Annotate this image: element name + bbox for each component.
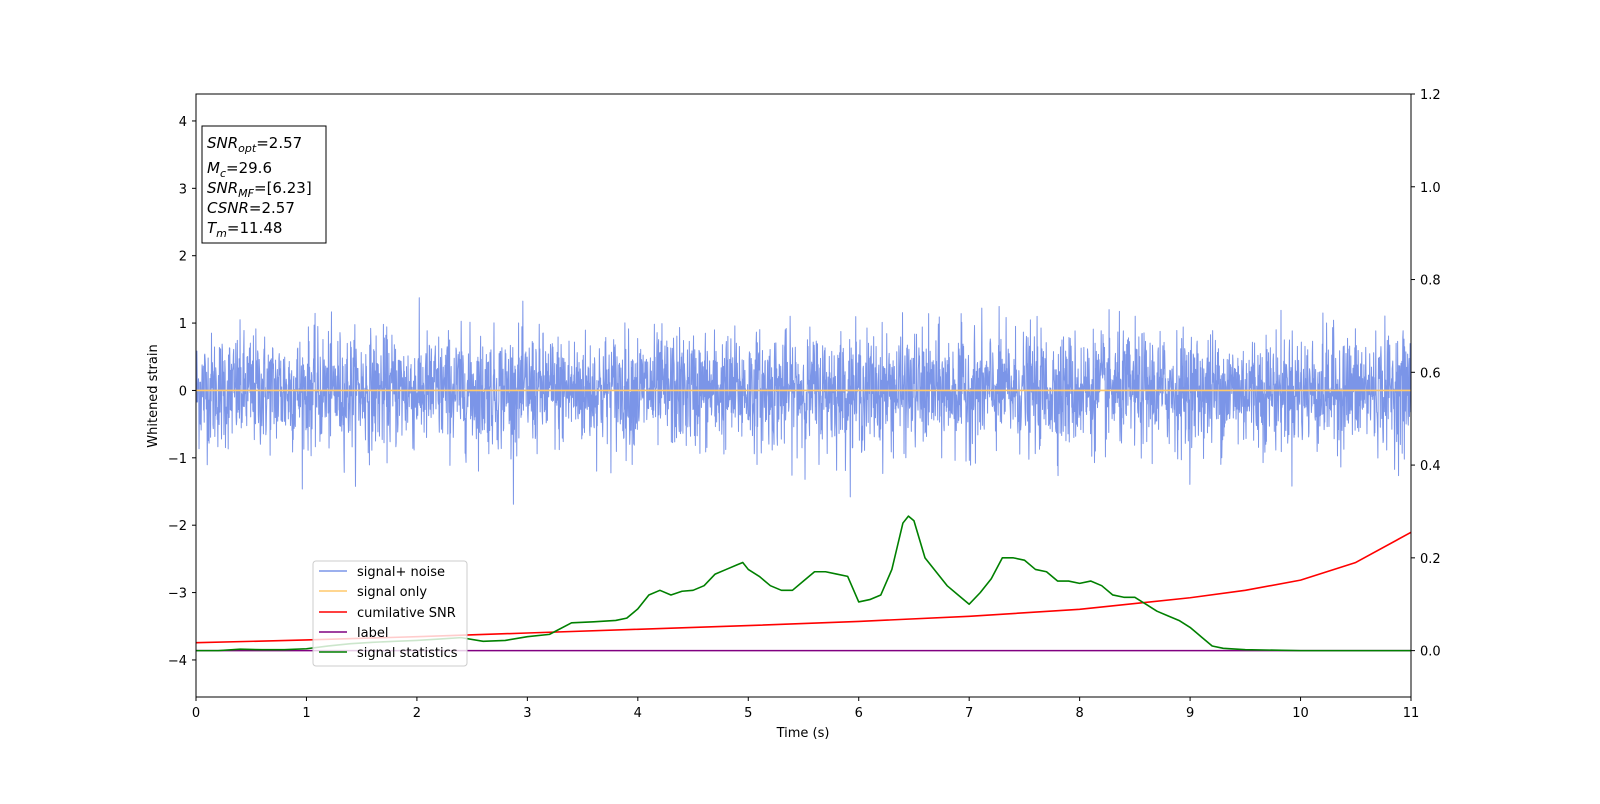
legend: signal+ noise signal only cumilative SNR… xyxy=(312,560,468,667)
x-axis-label: Time (s) xyxy=(776,726,830,741)
legend-item-cumulative-snr: cumilative SNR xyxy=(319,606,456,621)
series-line-signal-statistics xyxy=(196,515,1411,652)
info-line-csnr: CSNR=2.57 xyxy=(207,199,295,217)
y-tick-label: −3 xyxy=(168,587,187,602)
y-tick-label: 0 xyxy=(179,384,187,399)
x-tick-label: 1 xyxy=(302,706,310,721)
x-tick-label: 11 xyxy=(1403,706,1420,721)
x-tick-label: 6 xyxy=(855,706,863,721)
y-right-tick-label: 1.0 xyxy=(1420,181,1441,196)
x-tick-label: 3 xyxy=(523,706,531,721)
y-tick-label: 2 xyxy=(179,250,187,265)
legend-item-signal-statistics: signal statistics xyxy=(319,646,458,661)
y-axis-label: Whitened strain xyxy=(146,344,161,447)
legend-label-cumulative-snr: cumilative SNR xyxy=(357,606,456,621)
y-tick-label: −4 xyxy=(168,654,187,669)
x-tick-label: 2 xyxy=(413,706,421,721)
info-line-snr-opt: SNRopt=2.57 xyxy=(207,134,302,155)
info-box: SNRopt=2.57 Mc=29.6 SNRMF=[6.23] CSNR=2.… xyxy=(201,125,327,244)
info-line-tm: Tm=11.48 xyxy=(207,219,282,240)
y-right-tick-label: 0.2 xyxy=(1420,552,1441,567)
y-right-tick-label: 1.2 xyxy=(1420,88,1441,103)
x-tick-label: 7 xyxy=(965,706,973,721)
info-box-frame xyxy=(201,125,327,244)
legend-label-signal-only: signal only xyxy=(357,585,427,600)
x-tick-label: 9 xyxy=(1186,706,1194,721)
ticks-layer: 0 1 2 3 4 5 6 7 8 9 10 1143210−1−2−3−41.21.00.80.60… xyxy=(168,88,1441,721)
y-right-tick-label: 0.0 xyxy=(1420,645,1441,660)
x-tick-label: 5 xyxy=(744,706,752,721)
legend-label-signal-noise: signal+ noise xyxy=(357,565,445,580)
y-tick-label: 1 xyxy=(179,317,187,332)
info-line-snr-mf: SNRMF=[6.23] xyxy=(207,179,312,200)
x-tick-label: 4 xyxy=(634,706,642,721)
legend-item-signal-noise: signal+ noise xyxy=(319,565,445,580)
y-right-tick-label: 0.8 xyxy=(1420,274,1441,289)
plot-frame xyxy=(195,93,1412,698)
legend-frame xyxy=(312,560,468,667)
y-tick-label: −2 xyxy=(168,519,187,534)
y-right-tick-label: 0.4 xyxy=(1420,459,1441,474)
x-tick-label: 10 xyxy=(1292,706,1309,721)
info-line-mc: Mc=29.6 xyxy=(207,159,272,180)
y-tick-label: 4 xyxy=(179,115,187,130)
legend-item-signal-only: signal only xyxy=(319,585,427,600)
series-line-signal-noise xyxy=(195,297,1412,505)
y-tick-label: 3 xyxy=(179,182,187,197)
x-tick-label: 8 xyxy=(1075,706,1083,721)
y-right-tick-label: 0.6 xyxy=(1420,366,1441,381)
y-tick-label: −1 xyxy=(168,452,187,467)
x-tick-label: 0 xyxy=(192,706,200,721)
legend-label-signal-statistics: signal statistics xyxy=(357,646,458,661)
legend-label-label: label xyxy=(357,626,388,641)
legend-item-label: label xyxy=(319,626,388,641)
